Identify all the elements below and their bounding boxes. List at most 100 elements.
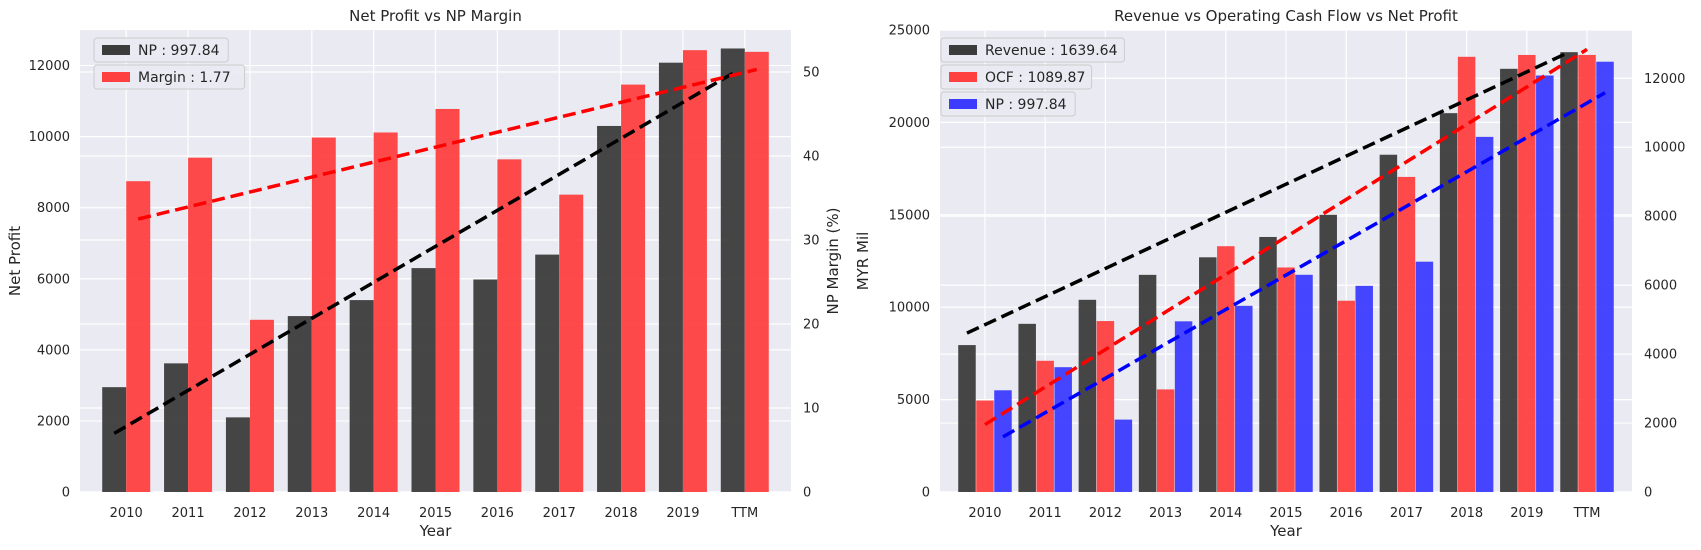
bar-ocf-2013 [1156, 389, 1175, 492]
y-tick-label: 2000 [37, 414, 70, 429]
y-tick-label: 20000 [889, 116, 930, 131]
bar-revenue-2012 [1078, 299, 1097, 492]
y-axis-label: MYR Mil [854, 232, 872, 291]
trendline-revenue [966, 50, 1570, 335]
bar-revenue-2011 [1018, 323, 1036, 492]
bar-np-2018 [597, 125, 622, 492]
y-tick-label: 15000 [889, 208, 930, 223]
bar-ocf-2011 [1036, 360, 1054, 492]
bar-np-2014 [1235, 305, 1253, 492]
bar-revenue-2014 [1199, 257, 1217, 492]
y2-tick-label: 12000 [1644, 72, 1685, 87]
y2-tick-label: 2000 [1644, 417, 1677, 432]
y-tick-label: 10000 [29, 130, 70, 145]
y2-tick-label: 8000 [1644, 210, 1677, 225]
bar-np-2017 [535, 254, 560, 492]
bar-ocf-ttm [1578, 54, 1596, 493]
bar-revenue-2019 [1500, 68, 1518, 493]
legend-frame [93, 37, 229, 63]
chart-title: Revenue vs Operating Cash Flow vs Net Pr… [1114, 7, 1458, 25]
bar-margin-2018 [621, 84, 646, 492]
y-tick-label: 8000 [37, 201, 70, 216]
y-tick-label: 25000 [889, 24, 930, 39]
y2-tick-label: 50 [803, 66, 820, 81]
chart-title: Net Profit vs NP Margin [349, 7, 522, 25]
x-tick-label: 2015 [419, 506, 452, 521]
bar-ocf-2019 [1518, 54, 1536, 493]
y-tick-label: 5000 [897, 393, 930, 408]
x-tick-label: TTM [730, 506, 758, 521]
bar-np-2016 [473, 279, 498, 492]
bar-margin-2019 [682, 50, 707, 492]
y2-axis-label: NP Margin (%) [824, 208, 842, 315]
legend-swatch-margin [102, 72, 130, 82]
chart-revenue-vs-ocf-vs-np: 0 5000 10000 15000 20000 25000 0 2000 4000 6000 80… [854, 7, 1685, 540]
bar-np-2013 [287, 316, 312, 492]
legend-label-margin: Margin : 1.77 [138, 70, 231, 86]
bar-np-ttm [1596, 61, 1614, 493]
legend-frame [940, 64, 1093, 90]
y-tick-label: 0 [922, 486, 930, 501]
bar-ocf-2016 [1337, 300, 1355, 492]
bar-margin-ttm [744, 51, 769, 493]
y2-tick-label: 10000 [1644, 141, 1685, 156]
bar-revenue-2017 [1379, 154, 1398, 493]
y2-tick-label: 40 [803, 150, 820, 165]
x-tick-label: 2013 [295, 506, 328, 521]
bar-np-2013 [1174, 321, 1193, 492]
x-tick-label: 2013 [1149, 506, 1182, 521]
bar-revenue-2013 [1138, 274, 1157, 492]
legend-swatch-ocf [949, 72, 977, 82]
x-tick-label: 2011 [1029, 506, 1062, 521]
y2-tick-label: 10 [803, 402, 820, 417]
legend-swatch-revenue [949, 45, 977, 55]
y2-tick-label: 20 [803, 318, 820, 333]
legend-frame [93, 64, 246, 90]
bar-ocf-2012 [1096, 321, 1115, 492]
bar-margin-2010 [126, 181, 151, 492]
x-axis-label: Year [1269, 522, 1303, 540]
trendline-np [1002, 91, 1606, 439]
legend-frame [940, 37, 1125, 63]
bar-revenue-ttm [1560, 52, 1578, 493]
bar-margin-2012 [249, 319, 274, 492]
y2-tick-label: 30 [803, 234, 820, 249]
x-axis-label: Year [419, 522, 453, 540]
trendline-ocf [984, 47, 1588, 427]
bar-ocf-2014 [1217, 246, 1235, 492]
bar-margin-2014 [373, 132, 398, 493]
bar-revenue-2010 [958, 345, 976, 492]
bar-np-2019 [1536, 75, 1554, 493]
legend-label-ocf: OCF : 1089.87 [985, 70, 1085, 86]
bar-np-2016 [1355, 285, 1373, 492]
y-tick-label: 4000 [37, 343, 70, 358]
bar-margin-2017 [559, 194, 584, 492]
bar-margin-2011 [188, 157, 213, 492]
bar-np-2015 [1295, 274, 1313, 492]
y2-tick-label: 0 [803, 486, 811, 501]
x-tick-label: 2016 [1330, 506, 1363, 521]
bar-np-2010 [102, 387, 127, 492]
y2-tick-label: 6000 [1644, 279, 1677, 294]
x-tick-label: TTM [1573, 506, 1601, 521]
bar-ocf-2015 [1277, 267, 1295, 492]
bar-np-2011 [164, 363, 189, 492]
x-tick-label: 2019 [666, 506, 699, 521]
bar-margin-2016 [497, 159, 522, 493]
legend-frame [940, 91, 1076, 117]
x-tick-label: 2018 [605, 506, 638, 521]
x-tick-label: 2015 [1269, 506, 1302, 521]
bar-ocf-2017 [1397, 176, 1416, 492]
x-tick-label: 2017 [1390, 506, 1423, 521]
legend-label-revenue: Revenue : 1639.64 [985, 43, 1118, 59]
x-tick-label: 2018 [1450, 506, 1483, 521]
bar-np-2015 [411, 268, 436, 492]
trendline-margin [137, 67, 758, 221]
x-tick-label: 2011 [172, 506, 205, 521]
x-tick-label: 2014 [1209, 506, 1242, 521]
bar-np-2011 [1054, 367, 1072, 492]
y2-tick-label: 0 [1644, 486, 1652, 501]
y-tick-label: 6000 [37, 272, 70, 287]
bar-revenue-2015 [1259, 236, 1277, 492]
